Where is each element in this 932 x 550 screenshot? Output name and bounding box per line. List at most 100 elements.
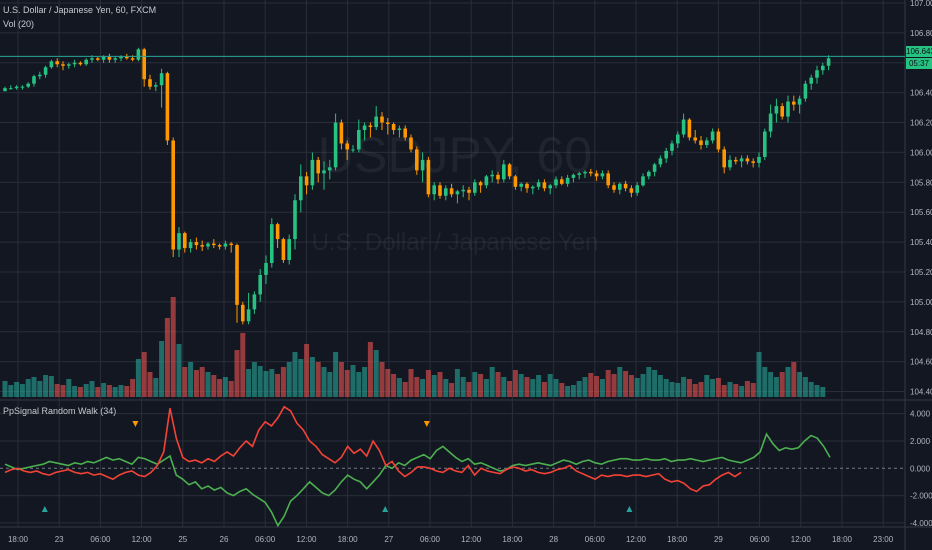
candle-body: [554, 179, 558, 186]
candle-body: [351, 149, 355, 151]
volume-bar: [478, 374, 484, 397]
volume-bar: [530, 379, 536, 397]
candle-body: [55, 61, 59, 65]
volume-bar: [704, 375, 710, 397]
volume-bar: [541, 382, 547, 397]
candle-body: [455, 191, 460, 195]
volume-bar: [72, 386, 78, 397]
candle-body: [287, 239, 291, 261]
price-tick-label: 105.400: [910, 238, 932, 247]
volume-bar: [472, 372, 478, 397]
volume-bar: [217, 379, 223, 397]
candle-body: [26, 83, 30, 87]
candle-body: [142, 49, 146, 80]
random-walk-green-line: [4, 432, 831, 528]
volume-bar: [298, 359, 304, 397]
candle-body: [606, 173, 610, 186]
volume-bar: [263, 371, 269, 397]
volume-bar: [802, 377, 808, 397]
candle-body: [32, 76, 36, 84]
volume-bar: [234, 350, 240, 397]
candle-body: [763, 131, 767, 157]
time-tick-label: 06:00: [255, 535, 276, 544]
volume-legend[interactable]: Vol (20): [3, 19, 35, 29]
volume-bar: [675, 383, 681, 397]
candle-body: [113, 58, 117, 60]
volume-bar: [814, 385, 820, 397]
volume-bar: [785, 367, 791, 397]
candle-body: [739, 158, 744, 162]
volume-bar: [715, 378, 721, 397]
volume-bar: [617, 367, 623, 397]
candle-body: [722, 149, 726, 168]
candle-body: [212, 243, 216, 246]
oscillator-tick-label: 2.000: [910, 437, 931, 446]
candle-body: [536, 182, 541, 187]
volume-bar: [130, 379, 136, 397]
candle-body: [728, 159, 732, 168]
candle-body: [310, 159, 315, 186]
candle-body: [658, 158, 663, 165]
volume-bar: [547, 374, 553, 397]
candle-body: [328, 167, 332, 171]
volume-bar: [147, 372, 153, 397]
price-tick-label: 105.600: [910, 208, 932, 217]
volume-bar: [164, 318, 170, 397]
candle-body: [78, 62, 83, 65]
candle-body: [3, 88, 7, 92]
candle-body: [438, 185, 442, 196]
candle-body: [600, 173, 605, 177]
volume-bar: [211, 375, 217, 397]
volume-bar: [698, 382, 704, 397]
time-tick-label: 18:00: [502, 535, 523, 544]
volume-bar: [466, 382, 472, 397]
price-tick-label: 106.800: [910, 29, 932, 38]
time-tick-label: 06:00: [585, 535, 606, 544]
candle-body: [397, 128, 402, 131]
volume-bar: [611, 374, 617, 397]
candle-body: [362, 125, 367, 131]
volume-bar: [483, 379, 489, 397]
volume-bar: [443, 379, 449, 397]
volume-bar: [605, 370, 611, 397]
volume-bar: [246, 369, 252, 397]
time-tick-label: 12:00: [791, 535, 812, 544]
candle-body: [467, 189, 471, 193]
price-tick-label: 105.200: [910, 268, 932, 277]
volume-bar: [576, 381, 582, 397]
candle-body: [38, 74, 42, 77]
volume-bar: [251, 362, 257, 397]
volume-bar: [188, 362, 194, 397]
candle-body: [357, 130, 361, 150]
volume-bar: [594, 376, 600, 397]
candle-body: [461, 189, 465, 192]
candle-body: [612, 185, 616, 190]
volume-bar: [8, 385, 14, 397]
candle-body: [72, 62, 77, 65]
random-walk-red-line: [4, 405, 742, 493]
candle-body: [768, 113, 773, 132]
volume-bar: [14, 382, 20, 397]
volume-bar: [634, 378, 640, 397]
candle-body: [171, 140, 175, 250]
volume-bar: [559, 383, 565, 397]
volume-bar: [739, 386, 745, 397]
indicator-legend[interactable]: PpSignal Random Walk (34): [3, 406, 117, 416]
candle-body: [183, 233, 187, 249]
volume-bar: [37, 381, 43, 397]
candle-body: [165, 73, 170, 141]
countdown-tag: 05:37: [906, 58, 932, 69]
volume-bar: [779, 372, 785, 397]
price-tick-label: 106.400: [910, 89, 932, 98]
volume-bar: [808, 382, 814, 397]
volume-bar: [373, 350, 379, 397]
volume-bar: [762, 367, 768, 397]
volume-bar: [205, 372, 211, 397]
candle-body: [368, 125, 373, 128]
symbol-legend[interactable]: U.S. Dollar / Japanese Yen, 60, FXCM: [3, 5, 157, 15]
candle-body: [96, 58, 100, 60]
watermark-symbol: USDJPY, 60: [318, 127, 592, 183]
candle-body: [275, 224, 280, 240]
price-tick-label: 105.000: [910, 298, 932, 307]
